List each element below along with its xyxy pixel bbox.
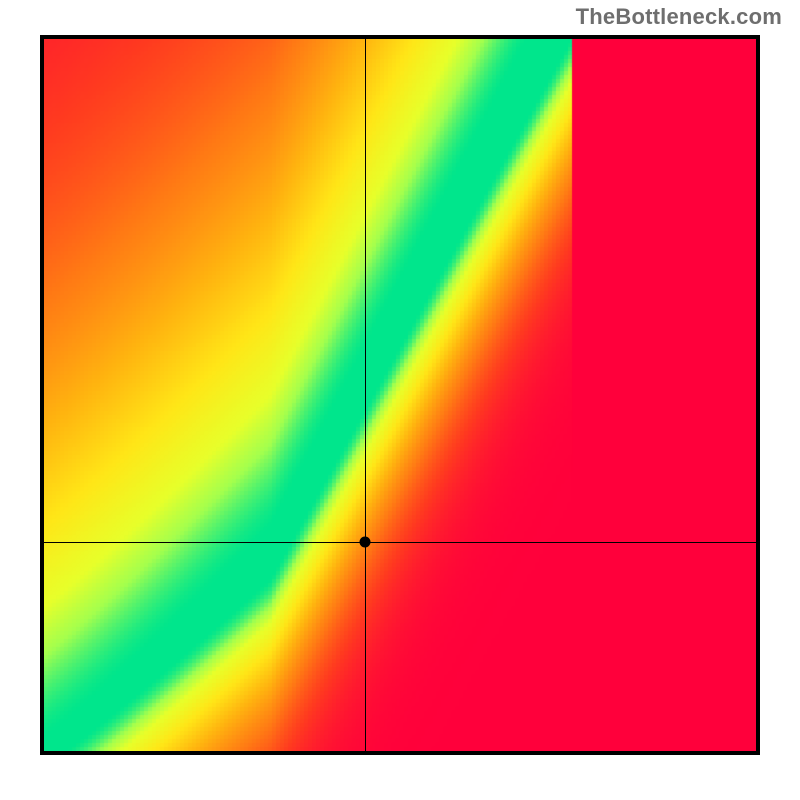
crosshair-marker <box>360 536 371 547</box>
heatmap-plot <box>40 35 760 755</box>
crosshair-horizontal <box>40 542 760 543</box>
crosshair-vertical <box>365 35 366 755</box>
watermark-text: TheBottleneck.com <box>576 4 782 30</box>
heatmap-canvas <box>40 35 760 755</box>
